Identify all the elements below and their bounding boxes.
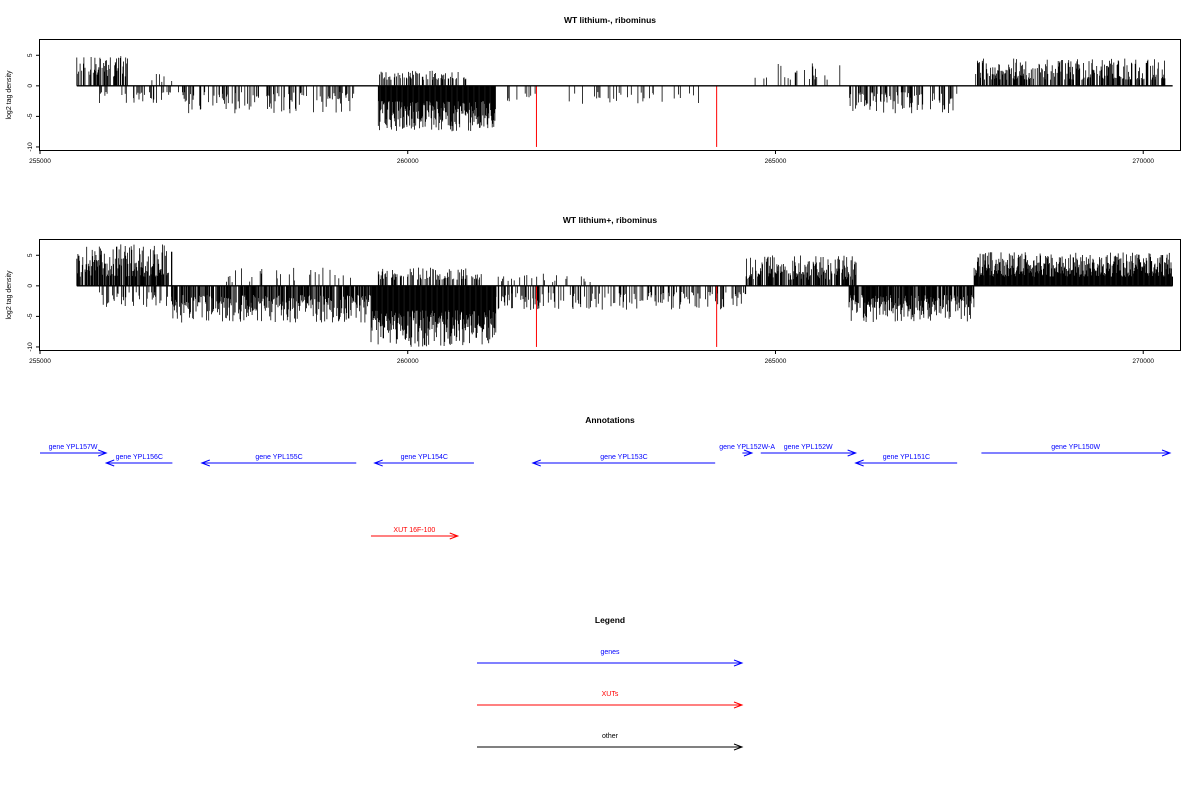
- legend: Legend genes XUTs other: [477, 615, 744, 751]
- legend-label: XUTs: [602, 691, 619, 698]
- legend-entries: genes XUTs other: [477, 649, 744, 751]
- annotation-feature: gene YPL150W: [981, 444, 1172, 457]
- annotation-feature: gene YPL156C: [104, 454, 173, 467]
- legend-arrowhead: [733, 659, 744, 667]
- annotation-feature: gene YPL154C: [373, 454, 474, 467]
- annotation-feature: gene YPL152W-A: [719, 444, 775, 457]
- feature-label: gene YPL154C: [401, 454, 448, 461]
- y-tick-label: -5: [27, 113, 34, 119]
- density-bars: [76, 56, 1173, 147]
- annotation-feature: gene YPL151C: [854, 454, 958, 467]
- feature-label: gene YPL155C: [255, 454, 302, 461]
- y-tick-label: 5: [27, 53, 34, 57]
- feature-label: gene YPL150W: [1051, 444, 1100, 451]
- annotation-feature: XUT 16F-100: [370, 527, 460, 540]
- axes: 255000 260000 265000 270000 5 0 -5 -10: [27, 53, 1154, 165]
- density-bars: [76, 244, 1173, 347]
- annotation-feature: gene YPL155C: [200, 454, 357, 467]
- annotation-feature: gene YPL153C: [531, 454, 716, 467]
- panel-title: WT lithium-, ribominus: [564, 15, 656, 25]
- feature-arrowhead: [743, 449, 754, 457]
- legend-label: genes: [600, 649, 620, 656]
- annotation-feature: gene YPL152W: [760, 444, 858, 457]
- x-tick-label: 270000: [1132, 158, 1154, 165]
- feature-arrowhead: [1161, 449, 1172, 457]
- legend-entry: other: [477, 733, 744, 751]
- feature-label: XUT 16F-100: [393, 527, 435, 534]
- x-tick-label: 265000: [765, 158, 787, 165]
- feature-label: gene YPL152W: [784, 444, 833, 451]
- plot-frame: [39, 39, 1181, 151]
- feature-arrowhead: [854, 459, 864, 467]
- feature-arrowhead: [98, 449, 108, 457]
- y-tick-label: -10: [27, 342, 34, 352]
- y-tick-label: 0: [27, 84, 34, 88]
- x-tick-label: 255000: [29, 358, 51, 365]
- feature-arrowhead: [449, 532, 460, 540]
- axes: 255000 260000 265000 270000 5 0 -5 -10: [27, 253, 1154, 365]
- feature-arrowhead: [847, 449, 858, 457]
- annotation-feature: gene YPL157W: [40, 444, 108, 457]
- feature-arrowhead: [531, 459, 541, 467]
- y-tick-label: -10: [27, 142, 34, 152]
- annotation-features: gene YPL157W gene YPL156C gene YPL155C gene…: [40, 444, 1172, 540]
- track-panel-lithium-plus: WT lithium+, ribominus log2 tag density …: [6, 215, 1181, 365]
- legend-entry: XUTs: [477, 691, 744, 709]
- annotations-title: Annotations: [585, 415, 635, 425]
- x-tick-label: 260000: [397, 158, 419, 165]
- panel-title: WT lithium+, ribominus: [563, 215, 657, 225]
- plot-frame: [39, 239, 1181, 351]
- feature-label: gene YPL157W: [49, 444, 98, 451]
- feature-arrowhead: [373, 459, 383, 467]
- y-axis-label: log2 tag density: [6, 270, 13, 320]
- feature-label: gene YPL156C: [116, 454, 163, 461]
- x-tick-label: 265000: [765, 358, 787, 365]
- legend-arrowhead: [733, 743, 744, 751]
- legend-label: other: [602, 733, 619, 740]
- legend-entry: genes: [477, 649, 744, 667]
- y-axis-label: log2 tag density: [6, 70, 13, 120]
- feature-label: gene YPL153C: [600, 454, 647, 461]
- legend-title: Legend: [595, 615, 625, 625]
- legend-arrowhead: [733, 701, 744, 709]
- feature-arrowhead: [104, 459, 115, 467]
- x-tick-label: 255000: [29, 158, 51, 165]
- feature-arrowhead: [200, 459, 210, 467]
- y-tick-label: 5: [27, 253, 34, 257]
- y-tick-label: -5: [27, 313, 34, 319]
- x-tick-label: 260000: [397, 358, 419, 365]
- feature-label: gene YPL151C: [883, 454, 930, 461]
- y-tick-label: 0: [27, 284, 34, 288]
- x-tick-label: 270000: [1132, 358, 1154, 365]
- track-panel-lithium-minus: WT lithium-, ribominus log2 tag density …: [6, 15, 1181, 165]
- feature-label: gene YPL152W-A: [719, 444, 775, 451]
